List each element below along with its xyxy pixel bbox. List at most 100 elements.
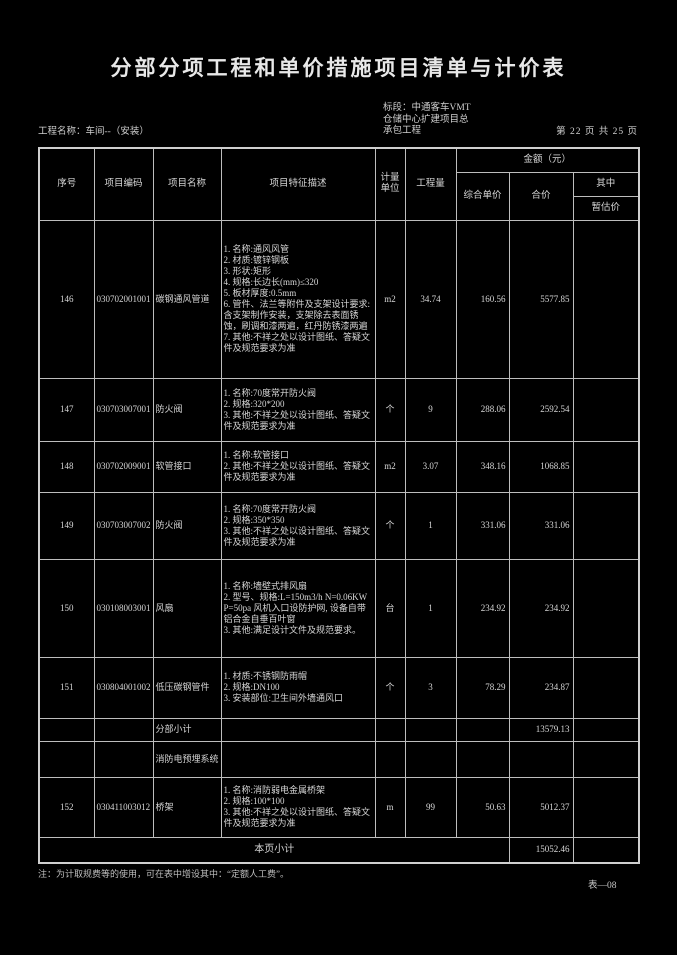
boq-table: 序号 项目编码 项目名称 项目特征描述 计量单位 工程量 金额（元） 综合单价 … xyxy=(38,147,640,864)
row-provisional xyxy=(572,558,640,658)
row-unit: 个 xyxy=(374,656,406,719)
empty-cell xyxy=(38,740,95,778)
page-subtotal-value: 15052.46 xyxy=(508,836,574,864)
row-name: 碳钢通风管道 xyxy=(152,219,222,379)
division-subtotal-label: 分部小计 xyxy=(152,717,222,742)
row-unit-price: 50.63 xyxy=(455,776,510,838)
row-unit-price: 331.06 xyxy=(455,491,510,560)
row-unit-price: 288.06 xyxy=(455,377,510,442)
empty-cell xyxy=(572,740,640,778)
row-seq: 147 xyxy=(38,377,95,442)
row-unit: m2 xyxy=(374,440,406,493)
row-name: 软管接口 xyxy=(152,440,222,493)
col-header-unit-price: 综合单价 xyxy=(455,171,510,221)
row-provisional xyxy=(572,491,640,560)
col-header-unit: 计量单位 xyxy=(374,147,406,221)
row-quantity: 3.07 xyxy=(404,440,457,493)
col-header-total-price: 合价 xyxy=(508,171,574,221)
table-row: 150 030108003001 风扇 1. 名称:墙壁式排风扇 2. 型号、规… xyxy=(38,558,640,658)
row-quantity: 3 xyxy=(404,656,457,719)
row-quantity: 9 xyxy=(404,377,457,442)
row-name: 低压碳钢管件 xyxy=(152,656,222,719)
row-seq: 148 xyxy=(38,440,95,493)
row-unit: 个 xyxy=(374,377,406,442)
row-provisional xyxy=(572,440,640,493)
row-seq: 149 xyxy=(38,491,95,560)
row-unit-price: 348.16 xyxy=(455,440,510,493)
division-subtotal-value: 13579.13 xyxy=(508,717,574,742)
row-unit: m xyxy=(374,776,406,838)
empty-cell xyxy=(508,740,574,778)
col-header-code: 项目编码 xyxy=(93,147,154,221)
row-features: 1. 材质:不锈钢防雨帽 2. 规格:DN100 3. 安装部位:卫生间外墙通风… xyxy=(220,656,376,719)
empty-cell xyxy=(404,740,457,778)
empty-cell xyxy=(455,740,510,778)
table-row: 149 030703007002 防火阀 1. 名称:70度常开防火阀 2. 规… xyxy=(38,491,640,560)
row-features: 1. 名称:通风风管 2. 材质:镀锌钢板 3. 形状:矩形 4. 规格:长边长… xyxy=(220,219,376,379)
row-name: 桥架 xyxy=(152,776,222,838)
row-code: 030108003001 xyxy=(93,558,154,658)
row-code: 030702001001 xyxy=(93,219,154,379)
table-row: 152 030411003012 桥架 1. 名称:消防弱电金属桥架 2. 规格… xyxy=(38,776,640,838)
row-unit-price: 160.56 xyxy=(455,219,510,379)
empty-cell xyxy=(93,717,154,742)
col-header-name: 项目名称 xyxy=(152,147,222,221)
row-features: 1. 名称:软管接口 2. 其他:不祥之处以设计图纸、答疑文件及规范要求为准 xyxy=(220,440,376,493)
row-provisional xyxy=(572,776,640,838)
row-features: 1. 名称:70度常开防火阀 2. 规格:320*200 3. 其他:不祥之处以… xyxy=(220,377,376,442)
row-seq: 151 xyxy=(38,656,95,719)
row-unit: 个 xyxy=(374,491,406,560)
empty-cell xyxy=(374,740,406,778)
col-header-quantity: 工程量 xyxy=(404,147,457,221)
row-quantity: 34.74 xyxy=(404,219,457,379)
empty-cell xyxy=(374,717,406,742)
empty-cell xyxy=(572,717,640,742)
empty-cell xyxy=(455,717,510,742)
row-name: 防火阀 xyxy=(152,491,222,560)
empty-cell xyxy=(220,740,376,778)
row-features: 1. 名称:消防弱电金属桥架 2. 规格:100*100 3. 其他:不祥之处以… xyxy=(220,776,376,838)
row-code: 030703007002 xyxy=(93,491,154,560)
row-code: 030411003012 xyxy=(93,776,154,838)
row-code: 030804001002 xyxy=(93,656,154,719)
row-name: 防火阀 xyxy=(152,377,222,442)
row-provisional xyxy=(572,656,640,719)
row-unit: 台 xyxy=(374,558,406,658)
row-total-price: 5012.37 xyxy=(508,776,574,838)
table-row: 146 030702001001 碳钢通风管道 1. 名称:通风风管 2. 材质… xyxy=(38,219,640,379)
row-total-price: 234.92 xyxy=(508,558,574,658)
row-quantity: 99 xyxy=(404,776,457,838)
col-header-feature: 项目特征描述 xyxy=(220,147,376,221)
empty-cell xyxy=(572,836,640,864)
row-seq: 146 xyxy=(38,219,95,379)
page-subtotal-row: 本页小计 15052.46 xyxy=(38,836,640,864)
division-subtotal-row: 分部小计 13579.13 xyxy=(38,717,640,742)
row-features: 1. 名称:墙壁式排风扇 2. 型号、规格:L=150m3/h N=0.06KW… xyxy=(220,558,376,658)
empty-cell xyxy=(93,740,154,778)
row-quantity: 1 xyxy=(404,491,457,560)
row-unit: m2 xyxy=(374,219,406,379)
row-unit-price: 234.92 xyxy=(455,558,510,658)
empty-cell xyxy=(404,717,457,742)
row-total-price: 331.06 xyxy=(508,491,574,560)
col-header-among: 其中 xyxy=(572,171,640,197)
bid-section-info: 标段：中通客车VMT 仓储中心扩建项目总 承包工程 xyxy=(383,103,471,136)
row-seq: 150 xyxy=(38,558,95,658)
empty-cell xyxy=(220,717,376,742)
row-code: 030702009001 xyxy=(93,440,154,493)
table-row: 147 030703007001 防火阀 1. 名称:70度常开防火阀 2. 规… xyxy=(38,377,640,442)
table-row: 151 030804001002 低压碳钢管件 1. 材质:不锈钢防雨帽 2. … xyxy=(38,656,640,719)
col-header-provisional: 暂估价 xyxy=(572,195,640,221)
row-total-price: 5577.85 xyxy=(508,219,574,379)
col-header-seq: 序号 xyxy=(38,147,95,221)
header-row-1: 序号 项目编码 项目名称 项目特征描述 计量单位 工程量 金额（元） xyxy=(38,147,640,221)
page-title: 分部分项工程和单价措施项目清单与计价表 xyxy=(110,56,567,80)
col-header-amount-group: 金额（元） xyxy=(455,147,640,173)
row-features: 1. 名称:70度常开防火阀 2. 规格:350*350 3. 其他:不祥之处以… xyxy=(220,491,376,560)
empty-cell xyxy=(38,717,95,742)
page-number-info: 第 22 页 共 25 页 xyxy=(556,127,638,137)
footer-note: 注：为计取规费等的使用，可在表中增设其中：“定额人工费”。 xyxy=(38,869,289,879)
row-quantity: 1 xyxy=(404,558,457,658)
row-code: 030703007001 xyxy=(93,377,154,442)
